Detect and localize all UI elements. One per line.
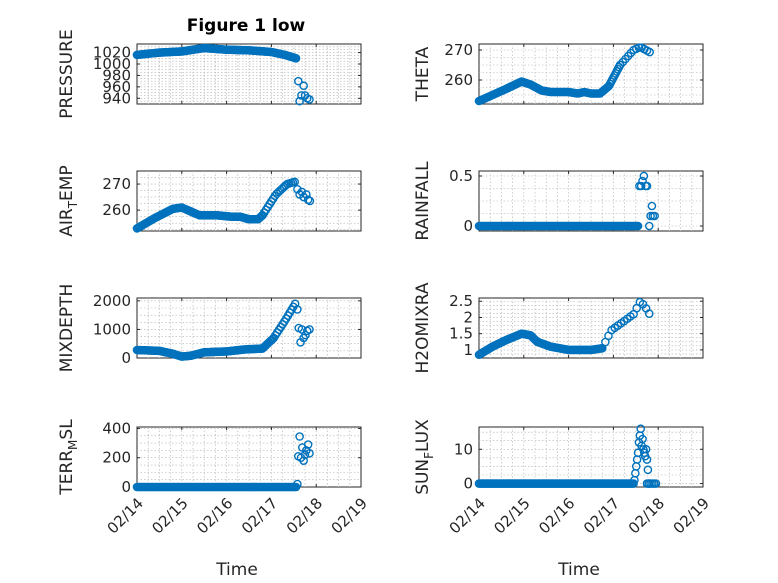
- y-tick-label: 960: [102, 78, 131, 96]
- data-point: [643, 465, 653, 475]
- data-point: [300, 450, 310, 460]
- data-point: [642, 181, 652, 191]
- data-point: [301, 330, 310, 340]
- subplot-rainfall: 0 0.5 RAINFALL: [413, 161, 704, 241]
- y-tick-label: 1: [463, 341, 473, 359]
- data-point: [290, 299, 300, 309]
- data-point: [641, 444, 651, 454]
- data-point: [299, 456, 308, 465]
- data-point: [305, 325, 314, 334]
- data-point: [290, 177, 299, 187]
- y-tick-label: 400: [102, 419, 131, 437]
- data-point: [633, 221, 643, 231]
- data-point: [636, 424, 646, 434]
- y-tick-label: 2: [463, 308, 473, 326]
- subplot-h2omixra: 11.522.5 H2OMIXRA: [413, 282, 704, 374]
- subplot-theta: 260 270 THETA: [413, 41, 704, 106]
- y-tick-label: 1000: [93, 320, 131, 338]
- x-tick-label: 02/19: [670, 494, 713, 537]
- data-point: [303, 440, 313, 449]
- y-axis-label: MIXDEPTH: [57, 284, 77, 373]
- data-point: [305, 449, 314, 458]
- y-tick-label: 0: [121, 478, 131, 496]
- data-point: [293, 76, 303, 86]
- data-point: [647, 201, 657, 211]
- x-tick-label: 02/17: [238, 494, 281, 537]
- x-tick-label: 02/16: [535, 494, 578, 537]
- y-tick-label: 0.5: [449, 167, 473, 185]
- axes-box: [478, 426, 704, 488]
- y-axis-label: H2OMIXRA: [413, 282, 433, 373]
- data-point: [303, 195, 313, 204]
- data-point: [634, 43, 644, 52]
- y-axis-label: PRESSURE: [57, 29, 77, 118]
- y-tick-label: 0: [463, 217, 473, 235]
- y-tick-label: 270: [102, 175, 131, 193]
- data-point: [291, 53, 301, 63]
- y-tick-label: 1020: [93, 44, 131, 62]
- y-tick-label: 1000: [93, 55, 131, 73]
- data-point: [650, 211, 659, 221]
- x-axis-label: Time: [557, 560, 600, 580]
- y-tick-label: 1.5: [449, 325, 473, 343]
- subplot-air-temp: 260 270 AIRTEMP: [57, 165, 362, 237]
- x-tick-label: 02/17: [580, 494, 623, 537]
- data-point: [293, 305, 302, 314]
- y-axis-label: AIRTEMP: [57, 165, 80, 236]
- figure-title: Figure 1 low: [187, 16, 306, 36]
- data-point: [295, 432, 304, 441]
- subplot-sun-flux: 0 10 02/14 02/15 02/16 02/17 02/18 02/19 SUNFLUX…: [413, 419, 713, 580]
- data-point: [293, 184, 302, 194]
- data-point: [299, 192, 308, 202]
- data-point: [644, 309, 654, 318]
- y-tick-label: 260: [444, 71, 473, 89]
- data-point: [642, 455, 652, 464]
- data-point: [629, 479, 638, 488]
- data-point: [299, 81, 308, 91]
- data-point: [638, 434, 647, 444]
- y-tick-label: 2.5: [449, 292, 473, 310]
- x-tick-label: 02/16: [193, 494, 236, 537]
- y-axis-label: RAINFALL: [413, 161, 433, 241]
- y-axis-label: THETA: [413, 46, 433, 102]
- y-tick-label: 270: [444, 41, 473, 59]
- x-tick-label: 02/19: [328, 494, 371, 537]
- y-tick-label: 200: [102, 449, 131, 467]
- data-point: [645, 47, 654, 57]
- x-tick-label: 02/14: [446, 494, 489, 537]
- data-point: [305, 95, 314, 104]
- subplot-terr-msl: 0 200 400 02/14 02/15 02/16 02/17 02/18 02/19 TER…: [57, 419, 371, 580]
- x-tick-label: 02/14: [104, 494, 147, 537]
- data-point: [295, 96, 304, 106]
- y-tick-label: 980: [102, 66, 131, 84]
- data-point: [302, 190, 311, 199]
- data-point: [644, 221, 654, 231]
- x-axis-label: Time: [215, 560, 258, 580]
- y-tick-label: 2000: [93, 292, 131, 310]
- x-tick-label: 02/18: [625, 494, 668, 537]
- y-axis-label: SUNFLUX: [413, 419, 436, 495]
- data-point: [644, 479, 654, 488]
- x-tick-label: 02/18: [283, 494, 326, 537]
- x-tick-label: 02/15: [148, 494, 191, 537]
- subplot-mixdepth: 0 1000 2000 MIXDEPTH: [57, 284, 362, 373]
- data-point: [297, 187, 307, 197]
- data-point: [305, 196, 315, 206]
- data-point: [639, 171, 649, 181]
- y-tick-label: 260: [102, 201, 131, 219]
- data-point: [293, 479, 302, 489]
- y-tick-label: 940: [102, 89, 131, 107]
- data-point: [636, 181, 646, 191]
- x-tick-label: 02/15: [490, 494, 533, 537]
- y-tick-label: 0: [463, 475, 473, 493]
- y-axis-label: TERRMSL: [57, 419, 80, 496]
- y-tick-label: 0: [121, 349, 131, 367]
- y-tick-label: 10: [454, 440, 473, 458]
